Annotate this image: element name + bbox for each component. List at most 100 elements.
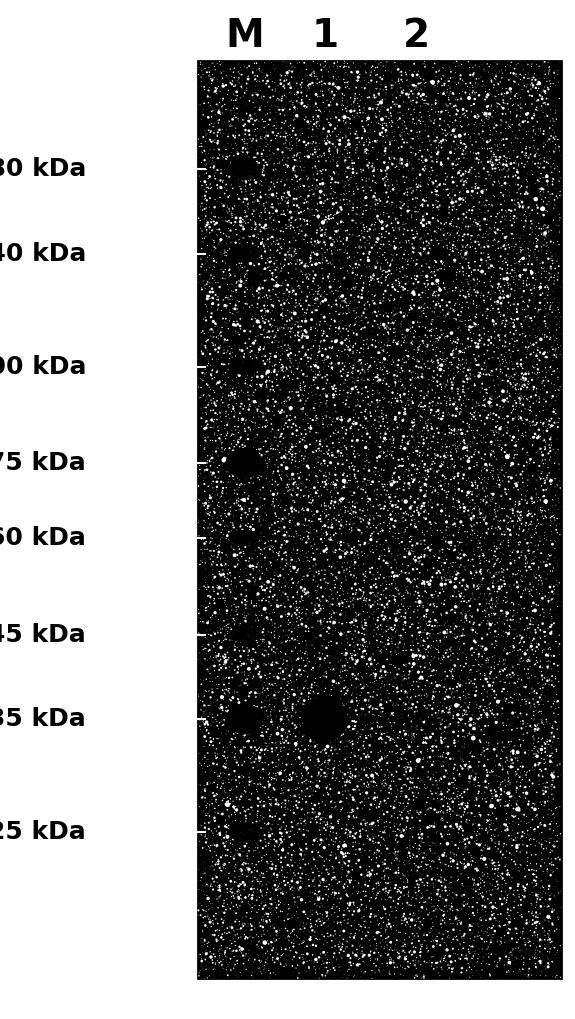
Point bbox=[366, 423, 375, 439]
Point bbox=[307, 128, 316, 145]
Point bbox=[217, 525, 226, 541]
Point bbox=[385, 916, 394, 932]
Point bbox=[344, 967, 354, 983]
Point bbox=[332, 405, 342, 421]
Point bbox=[293, 130, 302, 147]
Point bbox=[369, 918, 378, 934]
Point bbox=[477, 112, 486, 128]
Point bbox=[548, 256, 557, 272]
Point bbox=[389, 832, 398, 848]
Point bbox=[343, 305, 352, 321]
Point bbox=[543, 861, 552, 877]
Point bbox=[316, 545, 325, 561]
Point bbox=[253, 838, 262, 854]
Point bbox=[271, 474, 280, 490]
Point bbox=[229, 426, 238, 442]
Point bbox=[496, 602, 505, 619]
Point bbox=[244, 952, 253, 968]
Point bbox=[499, 681, 508, 697]
Point bbox=[280, 890, 289, 906]
Point bbox=[332, 131, 342, 148]
Point bbox=[398, 757, 407, 773]
Point bbox=[306, 781, 316, 797]
Point bbox=[380, 148, 389, 164]
Point bbox=[405, 855, 414, 871]
Point bbox=[443, 359, 452, 375]
Point bbox=[274, 660, 283, 677]
Point bbox=[487, 489, 496, 505]
Point bbox=[310, 691, 320, 707]
Point bbox=[383, 194, 392, 210]
Point bbox=[345, 872, 354, 889]
Point bbox=[459, 383, 468, 399]
Point bbox=[218, 385, 228, 401]
Point bbox=[337, 412, 346, 428]
Point bbox=[366, 299, 375, 315]
Point bbox=[276, 650, 285, 666]
Point bbox=[435, 232, 444, 249]
Point bbox=[261, 897, 270, 913]
Point bbox=[291, 242, 300, 258]
Point bbox=[292, 738, 301, 754]
Point bbox=[218, 91, 228, 107]
Point bbox=[500, 661, 509, 678]
Point bbox=[524, 538, 533, 554]
Point bbox=[262, 539, 271, 555]
Point bbox=[228, 350, 237, 366]
Point bbox=[257, 412, 266, 428]
Point bbox=[243, 549, 252, 566]
Point bbox=[200, 793, 209, 809]
Point bbox=[231, 268, 240, 284]
Point bbox=[444, 801, 454, 817]
Point bbox=[308, 872, 317, 889]
Point bbox=[496, 750, 505, 766]
Point bbox=[415, 621, 424, 637]
Point bbox=[473, 839, 482, 855]
Point bbox=[338, 663, 347, 680]
Point bbox=[263, 293, 273, 310]
Point bbox=[309, 578, 319, 594]
Point bbox=[194, 688, 204, 704]
Point bbox=[334, 936, 343, 953]
Point bbox=[466, 110, 476, 126]
Point bbox=[403, 684, 412, 700]
Point bbox=[526, 335, 535, 352]
Point bbox=[218, 127, 227, 144]
Point bbox=[492, 788, 501, 804]
Point bbox=[250, 429, 259, 445]
Point bbox=[366, 585, 375, 601]
Point bbox=[497, 526, 507, 542]
Point bbox=[307, 244, 316, 260]
Point bbox=[205, 843, 214, 859]
Point bbox=[426, 769, 435, 786]
Point bbox=[540, 703, 549, 719]
Point bbox=[351, 852, 361, 868]
Point bbox=[313, 71, 322, 88]
Point bbox=[484, 946, 493, 962]
Point bbox=[356, 194, 365, 210]
Point bbox=[278, 230, 287, 247]
Point bbox=[516, 97, 526, 113]
Point bbox=[480, 964, 489, 980]
Point bbox=[340, 878, 349, 895]
Point bbox=[266, 263, 275, 279]
Point bbox=[210, 426, 219, 442]
Point bbox=[272, 203, 281, 219]
Point bbox=[220, 857, 229, 873]
Point bbox=[389, 321, 398, 337]
Point bbox=[498, 589, 507, 605]
Point bbox=[396, 691, 405, 707]
Point bbox=[292, 361, 301, 377]
Point bbox=[205, 124, 214, 141]
Point bbox=[387, 305, 396, 321]
Point bbox=[522, 107, 531, 123]
Point bbox=[430, 689, 439, 705]
Point bbox=[375, 669, 385, 686]
Point bbox=[207, 837, 216, 853]
Point bbox=[331, 332, 340, 348]
Point bbox=[546, 816, 555, 833]
Point bbox=[292, 246, 301, 262]
Point bbox=[378, 117, 387, 133]
Point bbox=[334, 504, 343, 521]
Point bbox=[331, 466, 340, 482]
